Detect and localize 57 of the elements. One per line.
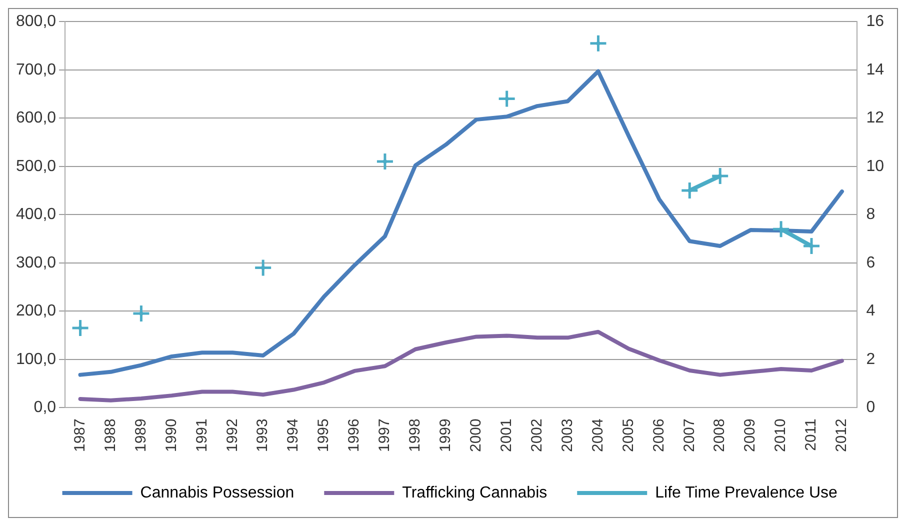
y2-tick-label: 2 (866, 350, 876, 368)
x-tick-label: 2007 (680, 418, 698, 452)
point (710, 166, 730, 186)
x-tick-label: 2005 (620, 418, 637, 452)
y2-tick-label: 14 (866, 61, 884, 78)
x-tick-label: 2012 (833, 418, 850, 452)
y-tick-label: 0,0 (34, 399, 56, 416)
x-tick-label: 1998 (406, 418, 424, 452)
x-tick-label: 2009 (742, 418, 759, 452)
y2-tick-label: 12 (866, 110, 884, 127)
point (772, 220, 790, 238)
point (71, 318, 90, 338)
x-tick-label: 1996 (346, 418, 363, 452)
point (132, 304, 150, 323)
x-tick-label: 1989 (132, 418, 150, 452)
y2-tick-label: 8 (866, 206, 876, 224)
x-tick-label: 1987 (71, 418, 88, 452)
y-tick-label: 400,0 (16, 206, 56, 224)
y-tick-label: 500,0 (16, 158, 56, 175)
x-tick-label: 1988 (102, 418, 119, 452)
x-tick-label: 1990 (162, 418, 180, 452)
y2-tick-label: 16 (866, 13, 884, 30)
x-tick-label: 1999 (437, 418, 454, 452)
x-tick-label: 2010 (772, 418, 790, 452)
point (376, 152, 394, 171)
y-tick-label: 600,0 (16, 110, 56, 127)
y2-tick-label: 4 (866, 302, 876, 320)
y2-tick-label: 6 (866, 254, 876, 272)
x-tick-label: 2000 (467, 418, 484, 452)
legend-label: Trafficking Cannabis (402, 484, 548, 502)
x-tick-label: 1993 (254, 418, 272, 452)
x-tick-label: 1992 (224, 418, 241, 452)
point (588, 34, 608, 53)
y-tick-label: 700,0 (16, 61, 56, 78)
y-tick-label: 100,0 (16, 350, 56, 368)
x-tick-label: 1994 (284, 418, 302, 452)
x-tick-label: 2001 (498, 418, 515, 452)
y2-tick-label: 10 (866, 158, 884, 175)
x-tick-label: 1997 (376, 418, 394, 452)
y2-tick-label: 0 (866, 399, 876, 416)
x-tick-label: 2008 (711, 418, 728, 452)
x-tick-label: 2011 (802, 418, 820, 451)
x-tick-label: 2006 (650, 418, 668, 452)
point (802, 236, 821, 256)
y-tick-label: 200,0 (16, 302, 56, 320)
x-tick-label: 2002 (528, 418, 546, 452)
x-tick-label: 2003 (558, 418, 576, 452)
point (254, 258, 272, 277)
y-tick-label: 300,0 (16, 254, 56, 272)
point (680, 181, 699, 200)
x-tick-label: 1991 (193, 418, 210, 452)
y-tick-label: 800,0 (16, 13, 56, 30)
x-tick-label: 1995 (315, 418, 332, 452)
legend-label: Cannabis Possession (140, 484, 294, 502)
point (498, 90, 516, 108)
legend-label: Life Time Prevalence Use (655, 484, 838, 502)
x-tick-label: 2004 (589, 418, 606, 452)
